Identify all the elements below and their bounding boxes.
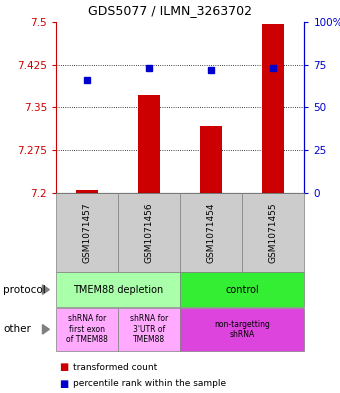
Text: other: other [3,324,31,334]
Bar [200,126,222,193]
Text: GSM1071454: GSM1071454 [207,202,216,263]
Text: GSM1071456: GSM1071456 [145,202,154,263]
Text: control: control [225,285,259,295]
Text: percentile rank within the sample: percentile rank within the sample [73,380,226,388]
Text: GSM1071455: GSM1071455 [269,202,278,263]
Text: GDS5077 / ILMN_3263702: GDS5077 / ILMN_3263702 [88,4,252,18]
Text: protocol: protocol [3,285,46,295]
Text: ■: ■ [59,379,69,389]
Bar [138,95,160,193]
Text: GSM1071457: GSM1071457 [83,202,91,263]
Text: shRNA for
first exon
of TMEM88: shRNA for first exon of TMEM88 [66,314,108,344]
Bar [262,24,284,193]
Bar [76,191,98,193]
Text: non-targetting
shRNA: non-targetting shRNA [214,320,270,339]
Text: shRNA for
3'UTR of
TMEM88: shRNA for 3'UTR of TMEM88 [130,314,168,344]
Text: ■: ■ [59,362,69,373]
Text: transformed count: transformed count [73,363,157,372]
Text: TMEM88 depletion: TMEM88 depletion [73,285,163,295]
